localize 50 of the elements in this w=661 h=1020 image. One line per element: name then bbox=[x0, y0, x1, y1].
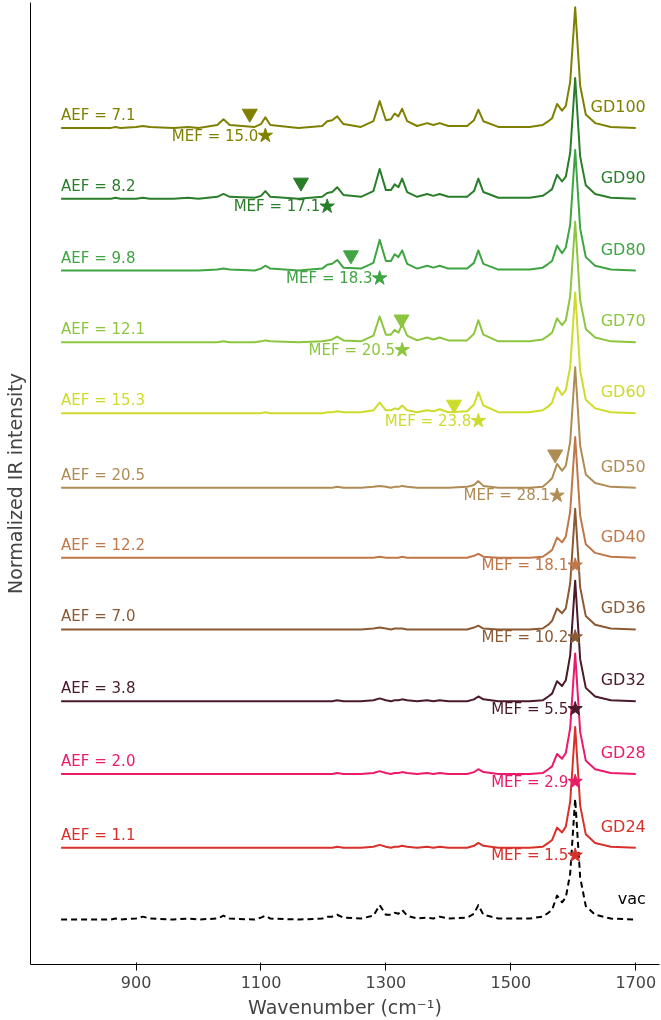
annotation: AEF = 9.8 bbox=[61, 248, 136, 267]
annotation: MEF = 2.9 bbox=[491, 772, 569, 791]
annotation: AEF = 7.1 bbox=[61, 105, 136, 124]
annotation: MEF = 20.5 bbox=[308, 340, 396, 359]
point bbox=[470, 412, 486, 428]
point bbox=[394, 341, 410, 357]
x-tick-label: 1300 bbox=[365, 972, 407, 992]
x-tick-label: 1100 bbox=[240, 972, 282, 992]
annotation: MEF = 23.8 bbox=[384, 411, 472, 430]
series-label: GD70 bbox=[600, 311, 646, 331]
series-label: GD50 bbox=[600, 456, 646, 476]
annotation: AEF = 2.0 bbox=[61, 752, 136, 771]
point bbox=[567, 847, 583, 862]
annotation: AEF = 3.8 bbox=[61, 679, 136, 698]
x-tick-label: 1700 bbox=[615, 972, 657, 992]
annotation: AEF = 1.1 bbox=[61, 825, 136, 844]
annotation: AEF = 12.2 bbox=[61, 535, 145, 554]
series-label: vac bbox=[617, 888, 646, 908]
series-label: GD40 bbox=[600, 526, 646, 546]
annotation: AEF = 8.2 bbox=[61, 176, 136, 195]
annotation: MEF = 15.0 bbox=[171, 126, 259, 145]
annotation: MEF = 18.3 bbox=[286, 269, 373, 288]
point bbox=[567, 700, 583, 716]
point bbox=[567, 557, 583, 572]
x-tick-label: 900 bbox=[120, 972, 152, 992]
series-label: GD80 bbox=[600, 239, 646, 259]
point bbox=[549, 487, 565, 503]
annotation: AEF = 15.3 bbox=[61, 391, 145, 410]
series-label: GD32 bbox=[600, 670, 646, 690]
annotation: MEF = 10.2 bbox=[481, 628, 569, 647]
annotation: MEF = 18.1 bbox=[481, 556, 569, 575]
annotation: AEF = 12.1 bbox=[61, 320, 145, 339]
annotation: MEF = 28.1 bbox=[463, 486, 551, 505]
x-tick-label: 1500 bbox=[490, 972, 532, 992]
point bbox=[372, 270, 388, 285]
point bbox=[567, 773, 583, 789]
annotation: AEF = 7.0 bbox=[61, 607, 136, 626]
annotation: MEF = 1.5 bbox=[491, 846, 569, 865]
series-label: GD28 bbox=[600, 743, 646, 763]
point bbox=[567, 629, 583, 644]
y-axis-title: Normalized IR intensity bbox=[3, 372, 26, 594]
series-label: GD36 bbox=[600, 598, 646, 618]
series-label: GD24 bbox=[600, 816, 646, 836]
x-axis-title: Wavenumber (cm⁻¹) bbox=[248, 995, 442, 1018]
annotation: MEF = 17.1 bbox=[233, 197, 321, 216]
series-label: GD100 bbox=[590, 96, 646, 116]
series-label: GD60 bbox=[600, 382, 646, 402]
annotation: AEF = 20.5 bbox=[61, 465, 145, 484]
annotation: MEF = 5.5 bbox=[491, 699, 569, 718]
series-label: GD90 bbox=[600, 167, 646, 187]
